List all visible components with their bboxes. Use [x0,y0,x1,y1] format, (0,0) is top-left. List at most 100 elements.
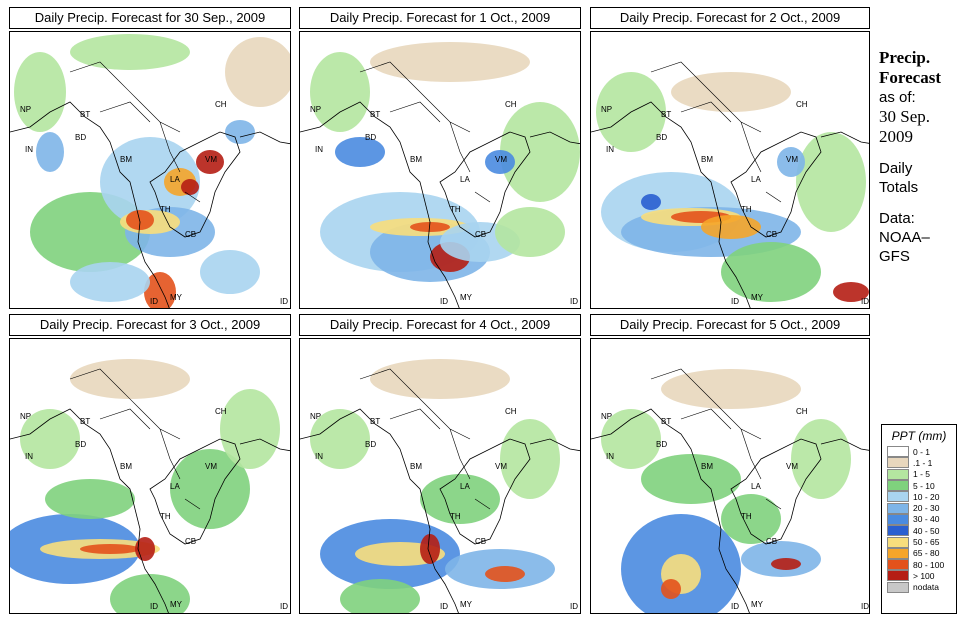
legend-item: 40 - 50 [887,525,956,537]
precip-area [200,250,260,294]
precip-area [310,409,370,469]
country-label: LA [170,175,180,184]
panel-title: Daily Precip. Forecast for 1 Oct., 2009 [299,7,581,29]
forecast-panel-3: Daily Precip. Forecast for 2 Oct., 2009 … [590,7,870,309]
legend-label: 0 - 1 [913,446,931,457]
precip-area [796,132,866,232]
country-label: BM [701,155,713,164]
country-label: BT [661,417,671,426]
country-border [650,368,782,510]
legend-swatch [887,468,909,480]
country-label: MY [751,293,764,302]
coastline [10,101,290,308]
sidebar-data-source: NOAA– [879,229,930,246]
precip-area [777,147,805,177]
country-label: BT [370,417,380,426]
legend-item: 65 - 80 [887,547,956,559]
precip-area [641,454,741,504]
precip-area [335,137,385,167]
legend-label: 40 - 50 [913,525,940,536]
legend-label: 5 - 10 [913,480,935,491]
country-label: CB [766,537,777,546]
country-label: IN [315,145,323,154]
coastline [300,101,580,308]
country-label: ID [280,297,288,306]
legend-swatch [887,525,909,537]
precip-area [225,37,290,107]
precip-map: NP BT BD IN BM CH VM LA TH CB MY ID ID [10,359,290,613]
coastline [300,408,580,613]
sidebar-date-1: 30 Sep. [879,107,930,126]
country-label: VM [495,462,507,471]
country-label: CB [475,230,486,239]
precip-area [70,359,190,399]
country-label: BD [365,133,376,142]
panel-title: Daily Precip. Forecast for 3 Oct., 2009 [9,314,291,336]
country-label: ID [861,602,869,611]
country-label: ID [280,602,288,611]
legend-swatch [887,480,909,492]
country-border [650,61,782,203]
precip-map: NP BT BD IN BM CH VM LA TH CB MY ID ID [591,61,869,308]
sidebar-date-2: 2009 [879,127,913,146]
legend-item: 5 - 10 [887,480,956,492]
map-frame: NP BT BD IN BM CH VM LA TH CB MY ID ID [299,338,581,614]
country-label: NP [20,412,31,421]
country-label: BM [120,462,132,471]
legend-label: 80 - 100 [913,559,945,570]
country-label: LA [460,482,470,491]
precip-area [485,150,515,174]
country-label: IN [315,452,323,461]
country-label: ID [570,602,578,611]
legend-swatch [887,457,909,469]
country-label: TH [450,512,461,521]
precip-area [70,34,190,70]
country-label: LA [170,482,180,491]
country-label: TH [160,205,171,214]
country-label: ID [150,602,158,611]
precip-area [420,534,440,564]
country-border [359,368,491,510]
country-label: LA [460,175,470,184]
legend-label: 1 - 5 [913,469,931,480]
sidebar-info: Precip. Forecast as of: 30 Sep. 2009 Dai… [879,48,963,266]
legend-label: 10 - 20 [913,491,940,502]
map-frame: NP BT BD IN BM CH VM LA TH CB MY ID ID [299,31,581,309]
coastline [591,101,869,308]
legend-swatch [887,536,909,548]
precip-area [70,262,150,302]
country-label: TH [741,205,752,214]
country-label: NP [310,412,321,421]
legend-swatch [887,513,909,525]
precip-map: NP BT BD IN BM CH VM LA TH CB MY ID ID [300,42,580,308]
country-label: BM [410,462,422,471]
legend-item: .1 - 1 [887,457,956,469]
legend-label: 65 - 80 [913,548,940,559]
precip-area [45,479,135,519]
country-label: MY [170,600,183,609]
country-label: BT [661,110,671,119]
legend-title: PPT (mm) [891,429,947,443]
precip-area [661,369,801,409]
legend-swatch [887,502,909,514]
country-label: TH [450,205,461,214]
country-label: BT [370,110,380,119]
country-label: CH [215,407,227,416]
map-frame: NP BT BD IN BM CH VM LA TH CB MY ID ID [590,338,870,614]
legend-label: 30 - 40 [913,514,940,525]
precip-area [144,272,176,308]
precip-area [721,242,821,302]
legend-item: 10 - 20 [887,491,956,503]
country-label: NP [601,412,612,421]
country-label: BM [120,155,132,164]
country-label: ID [570,297,578,306]
precip-area [661,579,681,599]
legend-item: 80 - 100 [887,559,956,571]
country-label: IN [25,452,33,461]
coastline [10,408,290,613]
forecast-panel-1: Daily Precip. Forecast for 30 Sep., 2009… [9,7,291,309]
precip-map: NP BT BD IN BM CH VM LA TH CB MY ID ID [591,368,869,613]
precip-area [196,150,224,174]
precip-area [833,282,869,302]
precip-area [410,222,450,232]
